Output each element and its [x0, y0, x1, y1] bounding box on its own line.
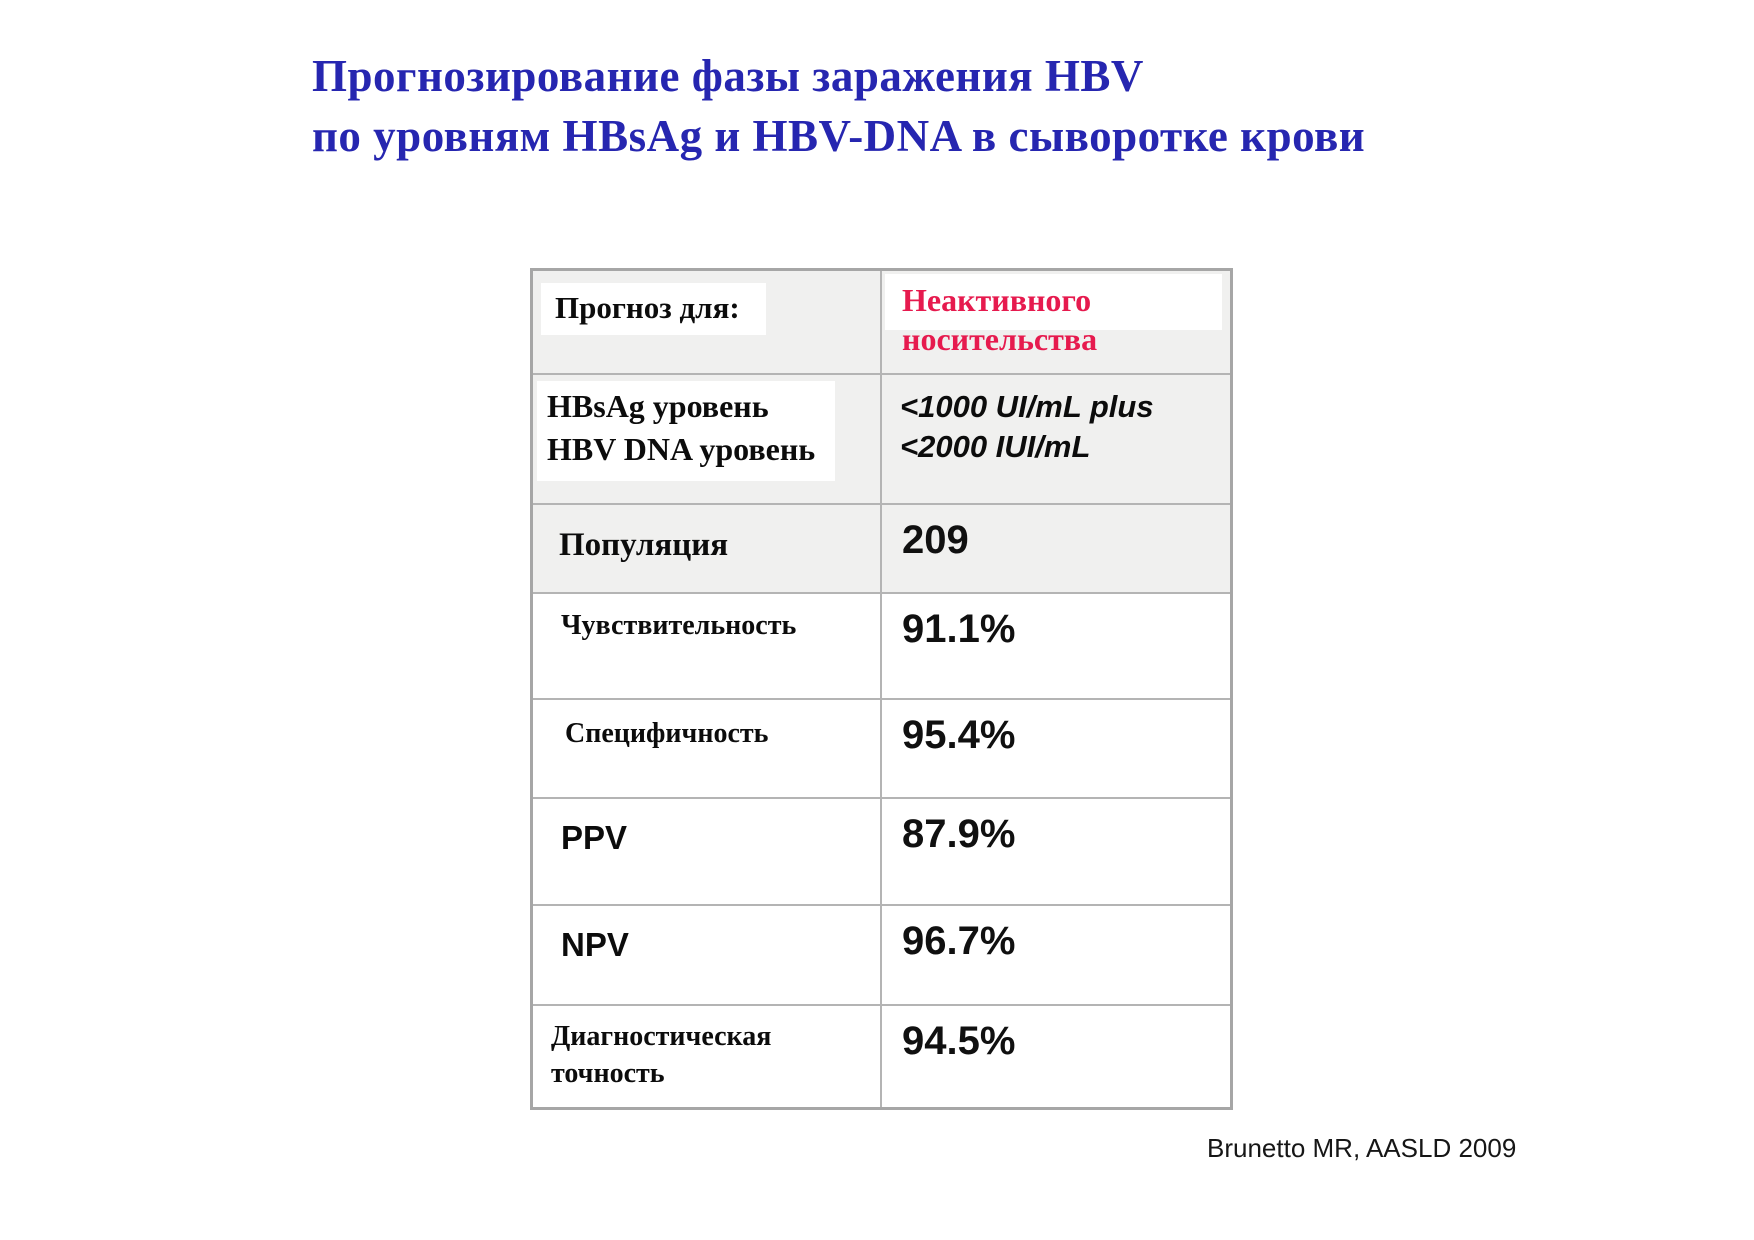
citation: Brunetto MR, AASLD 2009	[1207, 1133, 1517, 1163]
levels-value: <1000 UI/mL plus <2000 IUI/mL	[882, 375, 1230, 467]
sensitivity-value: 91.1%	[882, 594, 1230, 700]
sensitivity-label: Чувствительность	[533, 594, 882, 700]
diagnostic-accuracy-label-line1: Диагностическая	[551, 1021, 772, 1052]
column-header-line2: носительства	[902, 321, 1098, 357]
npv-label: NPV	[533, 906, 882, 1006]
population-value: 209	[882, 505, 1230, 594]
levels-label: HBsAg уровень HBV DNA уровень	[537, 381, 836, 481]
table-cell-levels-label: HBsAg уровень HBV DNA уровень	[533, 375, 882, 505]
population-label: Популяция	[533, 505, 882, 594]
table-cell-column-header: Неактивного носительства	[882, 271, 1230, 375]
diagnostic-accuracy-value: 94.5%	[902, 1019, 1016, 1063]
column-header-line1: Неактивного	[902, 282, 1092, 318]
hbvdna-cutoff-value: <2000 IUI/mL	[900, 429, 1091, 464]
header-white-highlight	[885, 274, 1222, 330]
results-table: Прогноз для: Неактивного носительства HB…	[530, 268, 1233, 1110]
hbsag-cutoff-value: <1000 UI/mL plus	[900, 389, 1154, 424]
specificity-label: Специфичность	[533, 700, 882, 799]
hbvdna-level-label: HBV DNA уровень	[547, 431, 816, 467]
npv-value: 96.7%	[882, 906, 1230, 1006]
diagnostic-accuracy-label-line2: точность	[551, 1058, 665, 1089]
table-cell-levels-value: <1000 UI/mL plus <2000 IUI/mL	[882, 375, 1230, 505]
prognosis-for-label: Прогноз для:	[541, 283, 766, 335]
column-header-inactive-carrier: Неактивного носительства	[882, 271, 1230, 359]
specificity-value: 95.4%	[882, 700, 1230, 799]
ppv-value: 87.9%	[882, 799, 1230, 906]
ppv-label: PPV	[533, 799, 882, 906]
hbsag-level-label: HBsAg уровень	[547, 388, 769, 424]
slide-title-line2: по уровням HBsAg и HBV-DNA в сыворотке к…	[312, 111, 1366, 161]
diagnostic-accuracy-label: Диагностическая точность	[533, 1006, 882, 1107]
table-cell-prognosis-label: Прогноз для:	[533, 271, 882, 375]
slide-title: Прогнозирование фазы заражения HBV по ур…	[312, 46, 1365, 166]
slide-title-line1: Прогнозирование фазы заражения HBV	[312, 51, 1144, 101]
